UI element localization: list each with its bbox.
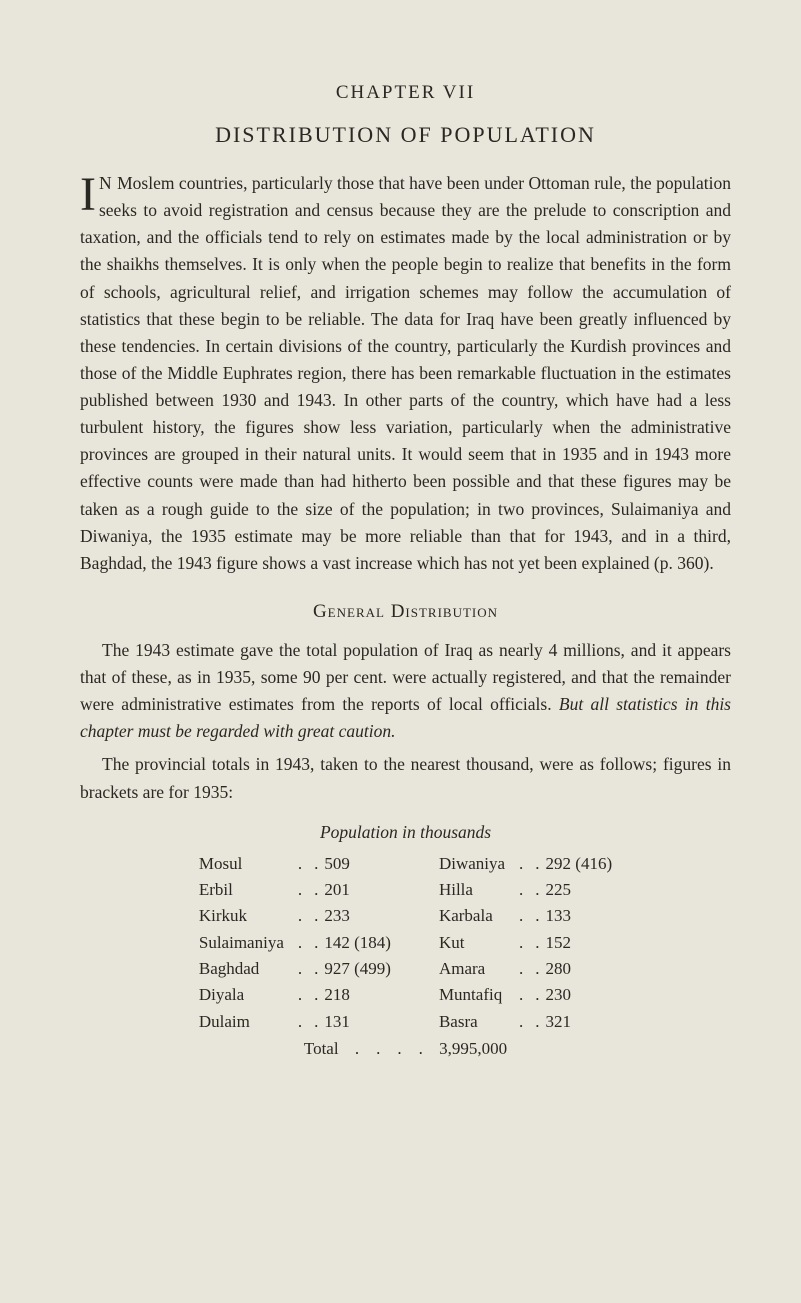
row-name: Erbil [199,877,292,903]
table-row: Basra..321 [439,1009,612,1035]
table-row: Baghdad..927 (499) [199,956,391,982]
dropcap-letter: I [80,170,99,218]
row-dot: . [308,930,324,956]
lead-smallcap: N [99,173,113,193]
row-name: Amara [439,956,513,982]
table-right-column: Diwaniya..292 (416)Hilla..225Karbala..13… [439,851,612,1035]
row-dot: . [292,930,308,956]
row-name: Sulaimaniya [199,930,292,956]
table-row: Diyala..218 [199,982,391,1008]
row-dot: . [513,1009,529,1035]
row-dot: . [529,903,545,929]
row-dot: . [513,851,529,877]
chapter-title: DISTRIBUTION OF POPULATION [80,122,731,148]
row-value: 292 (416) [546,851,613,877]
row-name: Diyala [199,982,292,1008]
row-dot: . [308,877,324,903]
row-name: Karbala [439,903,513,929]
table-total-row: Total . . . . 3,995,000 [80,1039,731,1059]
chapter-label: CHAPTER VII [80,82,731,104]
row-dot: . [529,877,545,903]
table-caption: Population in thousands [80,822,731,843]
row-dot: . [529,1009,545,1035]
row-dot: . [292,851,308,877]
row-name: Dulaim [199,1009,292,1035]
table-row: Mosul..509 [199,851,391,877]
row-value: 218 [324,982,391,1008]
row-dot: . [292,877,308,903]
section-heading: General Distribution [80,601,731,623]
row-dot: . [292,982,308,1008]
total-dots: . . . . [343,1039,435,1058]
row-dot: . [513,956,529,982]
row-value: 233 [324,903,391,929]
total-label: Total [304,1039,339,1058]
section1-paragraph-1: The 1943 estimate gave the total populat… [80,637,731,746]
row-dot: . [308,851,324,877]
row-name: Mosul [199,851,292,877]
row-name: Hilla [439,877,513,903]
row-value: 230 [546,982,613,1008]
table-row: Amara..280 [439,956,612,982]
table-row: Diwaniya..292 (416) [439,851,612,877]
row-value: 225 [546,877,613,903]
page: CHAPTER VII DISTRIBUTION OF POPULATION I… [0,0,801,1119]
row-dot: . [308,956,324,982]
row-name: Muntafiq [439,982,513,1008]
row-value: 152 [546,930,613,956]
row-value: 927 (499) [324,956,391,982]
table-row: Hilla..225 [439,877,612,903]
row-value: 321 [546,1009,613,1035]
table-row: Muntafiq..230 [439,982,612,1008]
p1-text: Moslem countries, particularly those tha… [80,173,731,573]
row-name: Kut [439,930,513,956]
row-name: Kirkuk [199,903,292,929]
body-paragraph-1: IN Moslem countries, particularly those … [80,170,731,577]
row-dot: . [292,956,308,982]
row-value: 280 [546,956,613,982]
table-row: Dulaim..131 [199,1009,391,1035]
row-dot: . [529,930,545,956]
table-row: Karbala..133 [439,903,612,929]
table-row: Kirkuk..233 [199,903,391,929]
row-name: Basra [439,1009,513,1035]
row-dot: . [308,1009,324,1035]
total-value: 3,995,000 [439,1039,507,1058]
table-left-column: Mosul..509Erbil..201Kirkuk..233Sulaimani… [199,851,391,1035]
row-dot: . [529,956,545,982]
population-table: Mosul..509Erbil..201Kirkuk..233Sulaimani… [80,851,731,1035]
row-dot: . [513,982,529,1008]
section1-paragraph-2: The provincial totals in 1943, taken to … [80,751,731,805]
row-dot: . [529,851,545,877]
row-value: 509 [324,851,391,877]
row-value: 131 [324,1009,391,1035]
row-dot: . [513,930,529,956]
table-row: Kut..152 [439,930,612,956]
table-row: Sulaimaniya..142 (184) [199,930,391,956]
row-name: Baghdad [199,956,292,982]
row-dot: . [529,982,545,1008]
row-dot: . [308,903,324,929]
row-dot: . [513,877,529,903]
row-dot: . [513,903,529,929]
row-dot: . [292,903,308,929]
row-value: 142 (184) [324,930,391,956]
row-value: 133 [546,903,613,929]
table-row: Erbil..201 [199,877,391,903]
row-value: 201 [324,877,391,903]
row-name: Diwaniya [439,851,513,877]
row-dot: . [308,982,324,1008]
row-dot: . [292,1009,308,1035]
